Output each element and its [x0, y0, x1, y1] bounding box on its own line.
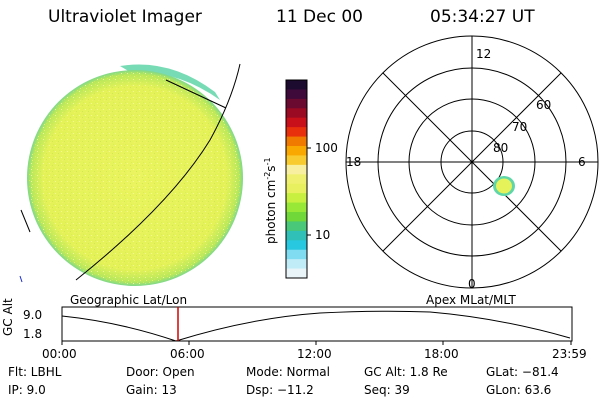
colorbar-segment	[286, 117, 307, 128]
altitude-timeline	[61, 306, 573, 345]
colorbar-frame	[285, 79, 308, 279]
colorbar-segment	[286, 136, 307, 147]
limb-glow-icon	[120, 64, 220, 100]
lat-80-label: 80	[493, 141, 509, 155]
geographic-panel-label: Geographic Lat/Lon	[70, 293, 188, 307]
info-gc-alt: GC Alt: 1.8 Re	[364, 365, 448, 379]
timeline-tick-3: 18:00	[424, 347, 459, 361]
timeline-tick-4: 23:59	[552, 347, 587, 361]
mlt-18-label: 18	[346, 155, 362, 169]
timeline-tick-2: 12:00	[297, 347, 332, 361]
timeline-axis-label: GC Alt	[1, 298, 15, 336]
terminator-line	[75, 63, 241, 281]
colorbar-segment	[286, 127, 307, 138]
timeline-tick-1: 06:00	[170, 347, 205, 361]
info-dsp: Dsp: −11.2	[246, 383, 314, 397]
info-ip: IP: 9.0	[8, 383, 46, 397]
colorbar-segment	[286, 164, 307, 175]
lat-60-label: 60	[536, 98, 552, 112]
colorbar-tick-100: 100	[315, 141, 338, 155]
horizon-line	[165, 79, 227, 109]
colorbar-segment	[286, 146, 307, 156]
colorbar-segment	[286, 230, 307, 241]
observation-date: 11 Dec 00	[276, 7, 363, 27]
colorbar-segment	[286, 221, 307, 232]
colorbar-unit-label: photon cm-2s-1	[263, 157, 278, 244]
colorbar-segment	[286, 89, 307, 100]
info-filter: Flt: LBHL	[8, 365, 62, 379]
info-mode: Mode: Normal	[246, 365, 330, 379]
apex-polar-plot	[345, 35, 599, 289]
colorbar-segment	[286, 80, 307, 90]
colorbar-segment	[286, 98, 307, 109]
mlt-12-label: 12	[476, 47, 492, 61]
colorbar-segment	[286, 268, 307, 279]
colorbar-segment	[286, 174, 307, 185]
colorbar-segment	[286, 108, 307, 119]
colorbar-segment	[286, 155, 307, 166]
info-gain: Gain: 13	[126, 383, 177, 397]
mlt-0-label: 0	[468, 277, 476, 291]
colorbar-tick-10: 10	[315, 228, 331, 242]
info-glon: GLon: 63.6	[486, 383, 552, 397]
altitude-curve	[61, 310, 571, 342]
off-disk-mark-small	[19, 275, 23, 283]
instrument-title: Ultraviolet Imager	[48, 7, 202, 27]
apex-panel-label: Apex MLat/MLT	[426, 293, 516, 307]
info-seq: Seq: 39	[364, 383, 410, 397]
colorbar	[286, 80, 307, 279]
observation-time: 05:34:27 UT	[430, 7, 535, 27]
timeline-y-top: 9.0	[23, 308, 43, 322]
info-door: Door: Open	[126, 365, 195, 379]
mlt-6-label: 6	[578, 155, 586, 169]
colorbar-segment	[286, 259, 307, 270]
colorbar-segment	[286, 202, 307, 213]
lat-70-label: 70	[512, 120, 528, 134]
colorbar-segment	[286, 193, 307, 204]
colorbar-segment	[286, 249, 307, 260]
colorbar-segment	[286, 212, 307, 222]
colorbar-segment	[286, 183, 307, 194]
geographic-image	[19, 63, 243, 286]
off-disk-mark	[20, 209, 31, 233]
colorbar-segment	[286, 240, 307, 251]
auroral-spot	[493, 176, 515, 196]
info-glat: GLat: −81.4	[486, 365, 559, 379]
timeline-y-bottom: 1.8	[23, 327, 43, 341]
timeline-tick-0: 00:00	[42, 347, 77, 361]
